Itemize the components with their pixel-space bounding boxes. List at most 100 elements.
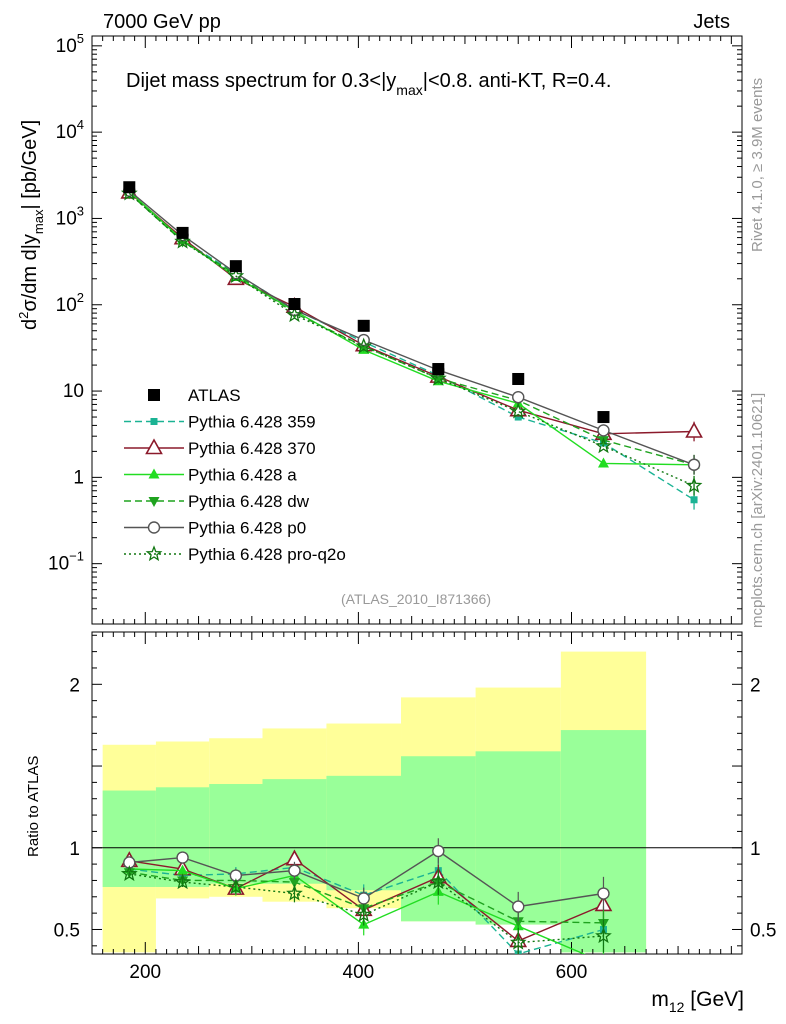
main-ytick-label: 10−1 xyxy=(48,549,84,575)
xlabel-part-1: m xyxy=(651,988,669,1011)
series-line-ppro xyxy=(128,192,695,487)
point-data xyxy=(229,260,242,273)
ratio-point-ppro xyxy=(355,906,373,922)
ratio-point-pp0 xyxy=(512,900,525,913)
point-pp0 xyxy=(597,424,610,437)
ratio-uncertainty-bands xyxy=(102,651,647,953)
ratio-ylabel: Ratio to ATLAS xyxy=(25,756,42,857)
ratio-line-p359 xyxy=(129,866,604,954)
ratio-point-pdw xyxy=(288,878,300,889)
legend-marker-pp0 xyxy=(147,521,161,534)
title-part-sub: max xyxy=(396,82,422,98)
ylabel-part-2: σ/dm d|y xyxy=(19,234,41,312)
legend-marker-p370 xyxy=(145,438,163,455)
ratio-point-pa xyxy=(177,864,189,875)
point-p370 xyxy=(685,421,703,438)
ylabel-part-sup: 2 xyxy=(16,312,31,319)
ratio-series-ppro xyxy=(120,865,612,954)
ratio-xtick-label: 600 xyxy=(556,962,588,983)
ratio-point-ppro xyxy=(595,927,612,944)
legend-label-p359: Pythia 6.428 359 xyxy=(188,413,316,432)
point-data xyxy=(597,411,610,424)
analysis-id: (ATLAS_2010_I871366) xyxy=(341,591,491,607)
header-right: Jets xyxy=(693,11,730,33)
legend: ATLAS Pythia 6.428 359 Pythia 6.428 370 Pyt… xyxy=(124,386,346,564)
ratio-ytick-label-right: 0.5 xyxy=(750,920,776,941)
ratio-point-pp0 xyxy=(597,887,610,900)
point-data xyxy=(512,372,525,385)
point-p359 xyxy=(690,496,698,504)
ratio-point-pa xyxy=(598,956,609,966)
point-pa xyxy=(597,457,609,468)
ratio-frame xyxy=(91,631,743,955)
legend-marker-pdw xyxy=(148,497,160,507)
ratio-xlabel: m12 [GeV] xyxy=(651,988,744,1015)
legend-marker-data xyxy=(148,389,160,401)
legend-entry-p370: Pythia 6.428 370 xyxy=(124,438,316,458)
ratio-xtick-label: 400 xyxy=(343,962,375,983)
series-p359 xyxy=(125,188,698,510)
ratio-point-ppro xyxy=(429,873,447,890)
legend-entry-ppro: Pythia 6.428 pro-q2o xyxy=(124,545,346,564)
ratio-point-ppro xyxy=(286,884,303,901)
point-ppro xyxy=(174,232,191,249)
ratio-point-ppro xyxy=(174,873,191,890)
ratio-point-pdw xyxy=(512,917,524,928)
main-frame xyxy=(91,35,743,625)
series-data xyxy=(123,181,610,424)
legend-entry-pdw: Pythia 6.428 dw xyxy=(124,492,310,511)
ratio-ytick-label-left: 2 xyxy=(69,675,80,696)
main-ylabel: d2σ/dm d|ymax| [pb/GeV] xyxy=(16,120,46,330)
point-pp0 xyxy=(512,390,525,404)
main-series-group xyxy=(120,181,703,510)
ratio-point-ppro xyxy=(120,865,138,882)
legend-entry-pa: Pythia 6.428 a xyxy=(124,466,297,485)
ratio-ytick-label-left: 0.5 xyxy=(54,920,80,941)
legend-marker-p359 xyxy=(150,418,158,425)
point-p359 xyxy=(514,413,522,421)
ratio-point-pp0 xyxy=(357,892,370,905)
main-ytick-label: 1 xyxy=(73,467,84,488)
point-ppro xyxy=(685,476,703,493)
point-ppro xyxy=(227,267,245,284)
ratio-ytick-label-left: 1 xyxy=(69,839,80,860)
point-data xyxy=(288,298,301,311)
point-data xyxy=(357,319,370,332)
point-pdw xyxy=(432,374,444,385)
ratio-point-pp0 xyxy=(176,851,189,864)
main-ytick-label: 102 xyxy=(56,290,84,316)
ylabel-part-3: | [pb/GeV] xyxy=(19,120,41,210)
ratio-line-pdw xyxy=(129,871,604,924)
point-ppro xyxy=(509,402,527,419)
legend-marker-ppro xyxy=(145,545,163,562)
point-ppro xyxy=(355,337,373,354)
point-data xyxy=(432,363,445,376)
series-pdw xyxy=(123,189,700,475)
band-inner xyxy=(326,775,402,891)
side-rivet: Rivet 4.1.0, ≥ 3.9M events xyxy=(749,78,766,252)
legend-entry-pp0: Pythia 6.428 p0 xyxy=(124,519,306,538)
ratio-point-pp0 xyxy=(288,864,301,877)
xlabel-part-sub: 12 xyxy=(669,999,685,1015)
point-pdw xyxy=(597,436,609,447)
main-ytick-label: 104 xyxy=(56,117,84,143)
legend-marker-pa xyxy=(148,468,160,479)
title-part-1: Dijet mass spectrum for 0.3<|y xyxy=(126,70,396,92)
ratio-line-pp0 xyxy=(129,850,604,908)
point-data xyxy=(176,226,189,239)
ylabel-part-sub: max xyxy=(31,209,46,234)
main-ytick-label: 10 xyxy=(63,381,84,402)
point-data xyxy=(123,181,136,194)
legend-label-pa: Pythia 6.428 a xyxy=(188,466,297,485)
point-ppro xyxy=(286,306,303,323)
ratio-line-pa xyxy=(129,868,586,954)
ratio-series-pp0 xyxy=(123,838,610,922)
ylabel-part-1: d xyxy=(19,319,41,330)
ratio-panel-axes: 0.5 0.5 1 1 2 2 200 400 600 xyxy=(54,631,776,983)
ratio-ytick-label-right: 2 xyxy=(750,675,761,696)
ratio-point-pp0 xyxy=(432,844,445,858)
header-left: 7000 GeV pp xyxy=(103,11,221,33)
ratio-ytick-label-right: 1 xyxy=(750,839,761,860)
plot-title: Dijet mass spectrum for 0.3<|ymax|<0.8. … xyxy=(126,70,611,98)
